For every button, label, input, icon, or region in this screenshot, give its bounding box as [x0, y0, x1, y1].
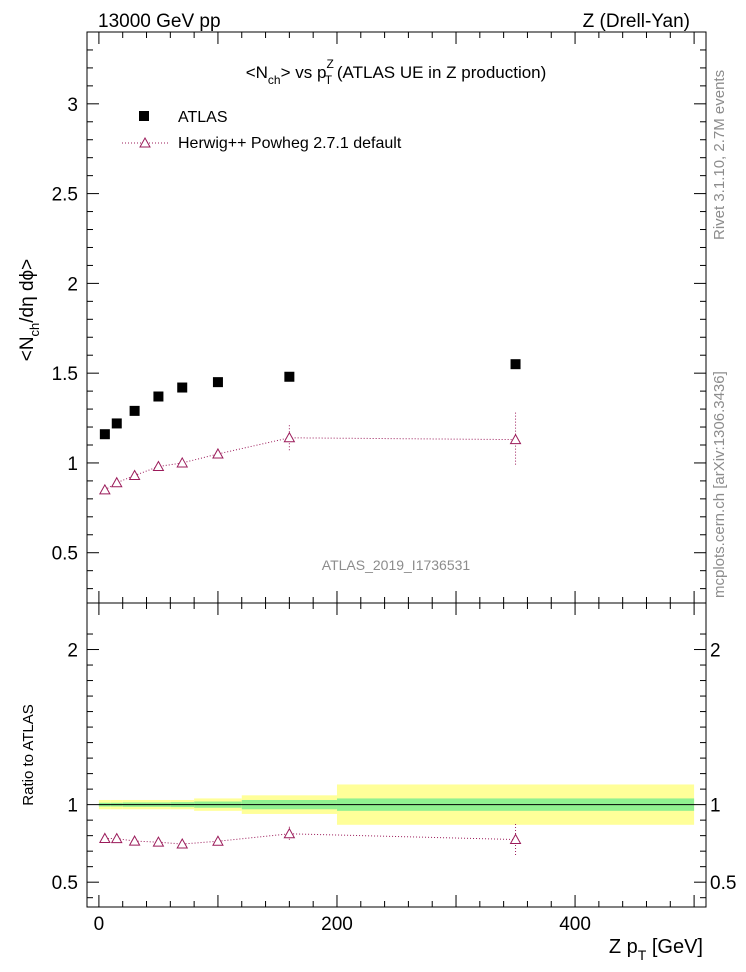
herwig-point — [176, 456, 189, 468]
atlas-point — [510, 359, 521, 370]
legend-herwig-marker — [139, 136, 151, 148]
herwig-ratio-point — [128, 835, 141, 846]
atlas-point — [177, 382, 188, 393]
ylabel-b: /dη dϕ> — [17, 259, 38, 323]
title-part2: > vs p — [281, 63, 327, 82]
legend: ATLAS Herwig++ Powheg 2.7.1 default — [122, 109, 402, 152]
main-ytick-label: 3 — [67, 95, 78, 116]
atlas-point — [212, 377, 223, 388]
main-y-ticks: 0.5 1 1.5 2 2.5 3 — [52, 49, 706, 590]
ratio-ytick-label-right: 1 — [710, 796, 721, 817]
header-right: Z (Drell-Yan) — [583, 11, 690, 32]
herwig-ratio-point — [212, 835, 224, 846]
title-sub2: T — [325, 73, 333, 87]
main-data — [99, 359, 522, 495]
ratio-y-ticks: 0.5 0.5 1 1 2 2 — [52, 633, 736, 899]
xtick-label: 0 — [94, 914, 105, 935]
main-ytick-label: 2.5 — [52, 185, 78, 206]
herwig-line — [104, 437, 516, 491]
atlas-point — [99, 429, 110, 440]
ratio-ylabel: Ratio to ATLAS — [20, 704, 37, 805]
herwig-point — [152, 460, 165, 472]
rivet-label: Rivet 3.1.10, 2.7M events — [711, 70, 728, 240]
header-left: 13000 GeV pp — [98, 11, 221, 32]
xlabel-b: [GeV] — [646, 936, 703, 958]
legend-atlas-marker — [139, 111, 149, 121]
atlas-point — [153, 391, 164, 402]
main-ylabel: <Nch/dη dϕ> — [17, 259, 42, 362]
atlas-point — [111, 418, 122, 429]
herwig-point — [99, 483, 111, 495]
herwig-ratio-point — [99, 832, 111, 843]
main-title: <Nch> vs pZ T (ATLAS UE in Z production) — [246, 57, 547, 87]
herwig-point — [212, 447, 224, 459]
herwig-point — [110, 476, 123, 488]
title-part1: <N — [246, 63, 268, 82]
ratio-x-ticks: 0 200 400 — [94, 603, 695, 935]
main-ytick-label: 0.5 — [52, 544, 78, 565]
ratio-ytick-label-right: 2 — [710, 641, 721, 662]
ratio-ytick-label: 2 — [67, 641, 78, 662]
main-ytick-label: 1 — [67, 454, 78, 475]
ratio-ytick-label: 1 — [67, 796, 78, 817]
ylabel-sub: ch — [27, 323, 42, 337]
legend-atlas-label: ATLAS — [178, 109, 228, 126]
xtick-label: 400 — [559, 914, 591, 935]
xlabel-sub: T — [638, 947, 647, 963]
ratio-ytick-label-right: 0.5 — [710, 873, 736, 894]
analysis-watermark: ATLAS_2019_I1736531 — [322, 557, 471, 573]
herwig-ratio-point — [152, 836, 165, 847]
herwig-ratio-point — [176, 837, 189, 849]
main-x-ticks — [98, 32, 695, 603]
herwig-point — [283, 431, 296, 443]
herwig-ratio-point — [509, 833, 522, 845]
atlas-point — [129, 405, 140, 416]
main-ytick-label: 1.5 — [52, 364, 78, 385]
main-ytick-label: 2 — [67, 274, 78, 295]
x-axis-label: Z pT [GeV] — [609, 936, 703, 963]
legend-herwig-label: Herwig++ Powheg 2.7.1 default — [178, 135, 402, 152]
ratio-ytick-label: 0.5 — [52, 873, 78, 894]
mcplots-label: mcplots.cern.ch [arXiv:1306.3436] — [711, 371, 728, 598]
herwig-point — [128, 469, 141, 481]
ylabel-a: <N — [17, 336, 38, 361]
ratio-data — [99, 824, 522, 856]
herwig-ratio-point — [110, 832, 123, 844]
herwig-ratio-line — [104, 833, 516, 845]
herwig-point — [509, 433, 522, 445]
ratio-frame — [86, 602, 707, 908]
xtick-label: 200 — [321, 914, 353, 935]
atlas-point — [284, 371, 295, 382]
xlabel-a: Z p — [609, 936, 638, 958]
title-sup2: Z — [326, 57, 333, 71]
title-part3: (ATLAS UE in Z production) — [332, 63, 546, 82]
title-sub1: ch — [268, 73, 281, 87]
herwig-ratio-point — [283, 827, 296, 839]
